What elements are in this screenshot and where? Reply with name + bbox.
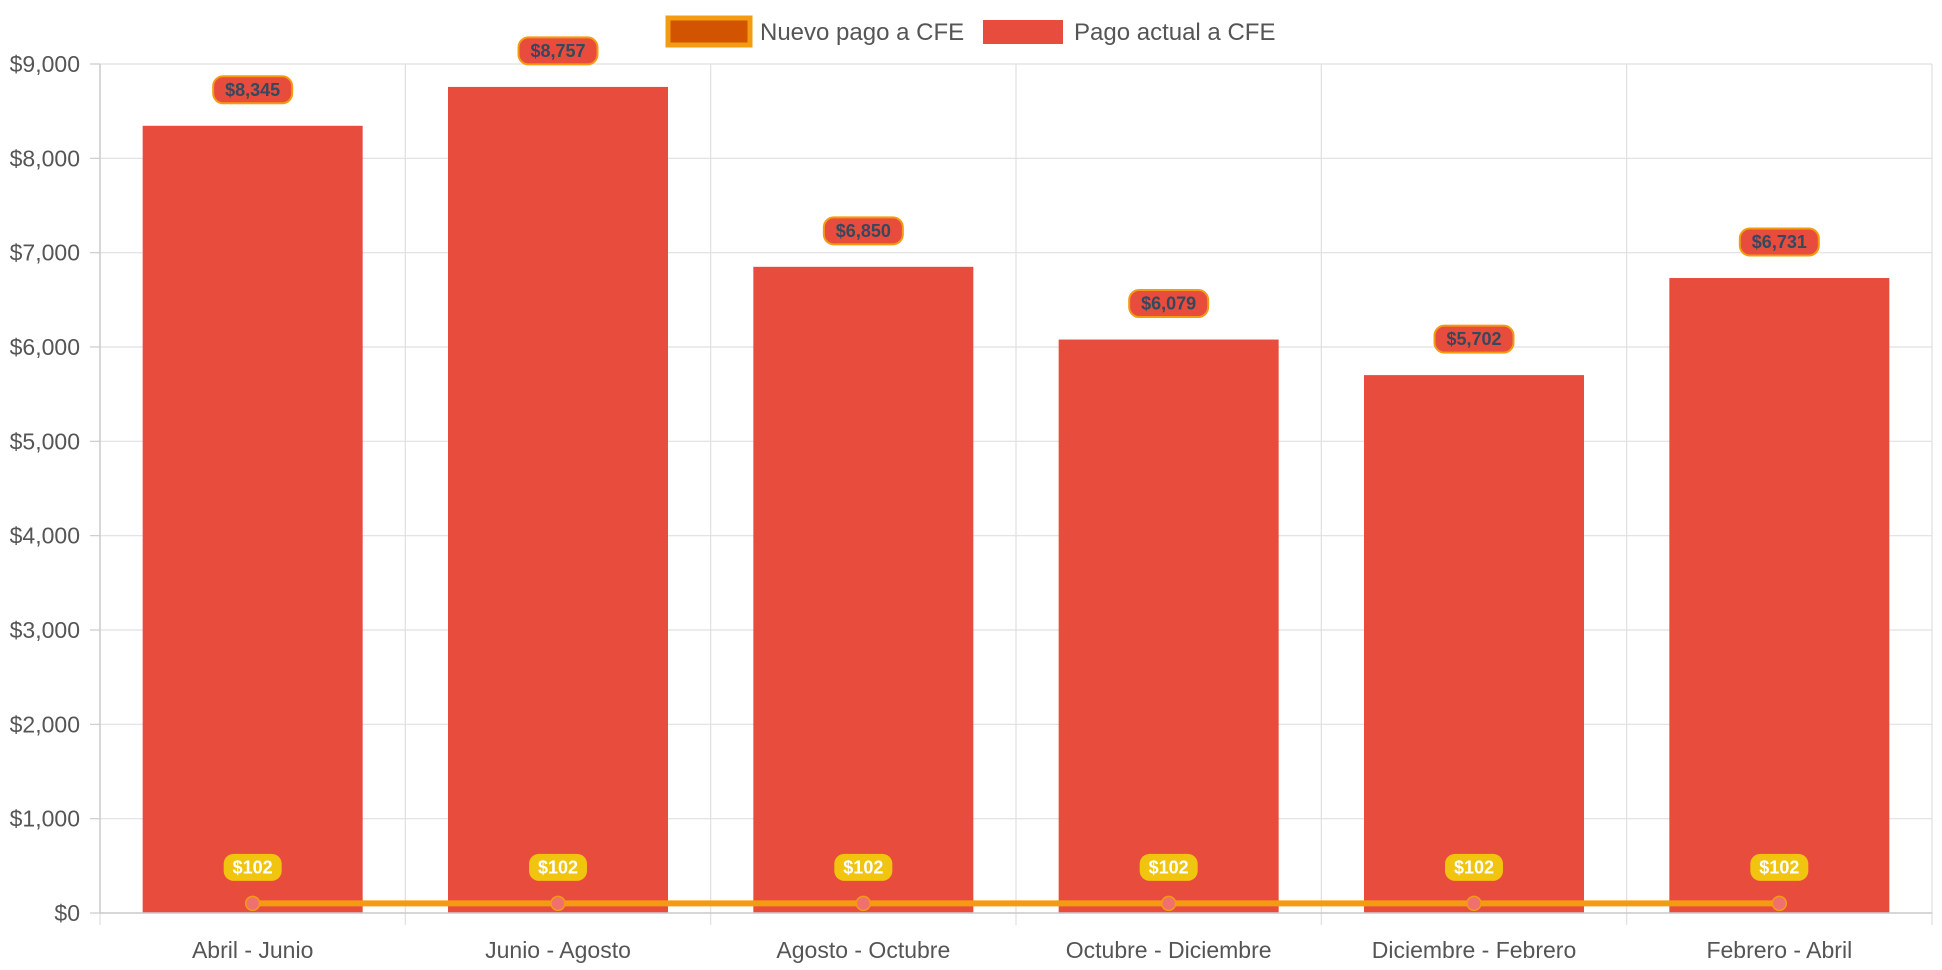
bar-pago-actual[interactable]: [753, 266, 974, 914]
line-value-label: $102: [529, 853, 587, 881]
point-nuevo-pago[interactable]: [1771, 895, 1788, 912]
bar-value-label-text: $8,757: [530, 41, 585, 61]
line-value-label-text: $102: [1149, 857, 1189, 877]
y-tick-label: $1,000: [10, 806, 80, 832]
point-nuevo-pago[interactable]: [244, 895, 261, 912]
line-value-label-text: $102: [1759, 857, 1799, 877]
bar-value-label-bg: [517, 36, 599, 66]
bar-value-label: $8,345: [212, 75, 294, 105]
line-value-label: $102: [223, 853, 282, 881]
bar-value-label-text: $6,079: [1141, 294, 1196, 314]
line-value-label-text: $102: [538, 857, 578, 877]
label-layer: $8,345 $8,757 $6,850 $6,079 $5,702 $6,731 $102…: [212, 36, 1820, 881]
y-tick-label: $6,000: [10, 334, 80, 360]
legend-swatch-pago-actual: [983, 20, 1063, 44]
y-tick-label: $9,000: [10, 51, 80, 77]
y-tick-label: $2,000: [10, 711, 80, 737]
line-value-label-text: $102: [1454, 857, 1494, 877]
axis-layer: $0 $1,000 $2,000 $3,000 $4,000 $5,000 $6,000 $7…: [10, 51, 1932, 963]
x-tick-label: Abril - Junio: [192, 937, 313, 963]
point-nuevo-pago[interactable]: [550, 895, 566, 912]
bar-value-label-bg: [212, 75, 294, 105]
y-tick-label: $4,000: [10, 523, 80, 549]
y-tick-label: $7,000: [10, 240, 80, 266]
line-value-label-bg: [529, 853, 587, 881]
point-nuevo-pago[interactable]: [1160, 895, 1177, 912]
bar-value-label: $6,850: [822, 216, 904, 246]
legend-label-pago-actual: Pago actual a CFE: [1074, 19, 1275, 46]
x-tick-label: Febrero - Abril: [1706, 937, 1852, 963]
bar-value-label-text: $5,702: [1446, 329, 1501, 349]
bar-value-label: $5,702: [1433, 324, 1515, 354]
line-value-label-bg: [1139, 853, 1198, 881]
x-tick-label: Octubre - Diciembre: [1066, 937, 1272, 963]
bar-pago-actual[interactable]: [1364, 375, 1584, 913]
legend-swatch-nuevo-pago: [665, 15, 753, 48]
line-value-label-bg: [1750, 853, 1809, 881]
line-value-label: $102: [1139, 853, 1198, 881]
y-tick-label: $0: [54, 900, 80, 926]
point-nuevo-pago[interactable]: [1466, 895, 1482, 912]
bar-pago-actual[interactable]: [1058, 339, 1279, 913]
bar-value-label-bg: [1128, 289, 1210, 319]
bar-value-label: $8,757: [517, 36, 599, 66]
bar-layer: [142, 86, 1890, 914]
line-value-label-bg: [834, 853, 893, 881]
bar-pago-actual[interactable]: [142, 125, 363, 913]
line-value-label-bg: [223, 853, 282, 881]
legend-label-nuevo-pago: Nuevo pago a CFE: [760, 19, 964, 46]
x-tick-label: Agosto - Octubre: [776, 937, 950, 963]
line-value-label-text: $102: [233, 857, 273, 877]
bar-value-label-text: $8,345: [225, 80, 280, 100]
bar-value-label: $6,079: [1128, 289, 1210, 319]
bar-value-label-bg: [822, 216, 904, 246]
line-value-label: $102: [834, 853, 893, 881]
bar-value-label-text: $6,850: [836, 221, 891, 241]
bar-pago-actual[interactable]: [448, 86, 668, 914]
line-value-label: $102: [1445, 853, 1503, 881]
line-value-label-bg: [1445, 853, 1503, 881]
bar-value-label-bg: [1433, 324, 1515, 354]
bar-value-label: $6,731: [1738, 227, 1820, 257]
y-tick-label: $3,000: [10, 617, 80, 643]
y-tick-label: $5,000: [10, 428, 80, 454]
point-nuevo-pago[interactable]: [855, 895, 872, 912]
x-tick-label: Junio - Agosto: [485, 937, 631, 963]
grid-layer: [99, 63, 1933, 925]
x-tick-label: Diciembre - Febrero: [1372, 937, 1577, 963]
line-value-label-text: $102: [843, 857, 883, 877]
legend-item-pago-actual[interactable]: Pago actual a CFE: [983, 19, 1275, 46]
legend: Nuevo pago a CFE Pago actual a CFE: [665, 15, 1275, 48]
bar-value-label-bg: [1738, 227, 1820, 257]
y-tick-label: $8,000: [10, 145, 80, 171]
legend-item-nuevo-pago[interactable]: Nuevo pago a CFE: [665, 15, 964, 48]
line-value-label: $102: [1750, 853, 1809, 881]
bar-pago-actual[interactable]: [1669, 278, 1890, 913]
line-layer: [244, 895, 1788, 912]
bar-value-label-text: $6,731: [1752, 232, 1807, 252]
